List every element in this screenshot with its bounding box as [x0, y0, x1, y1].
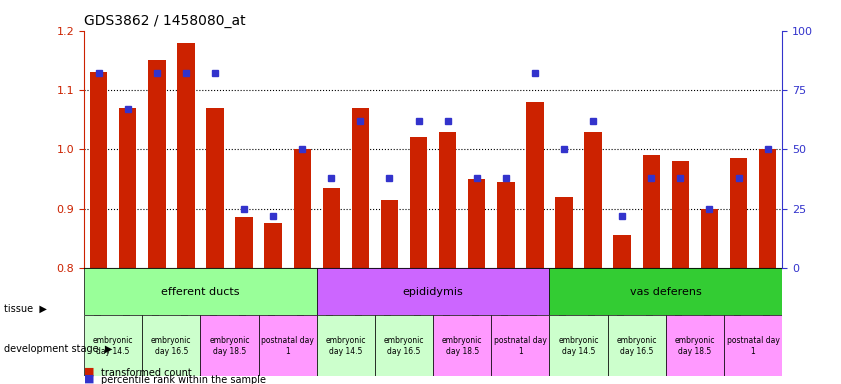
Bar: [701, 209, 718, 268]
Bar: [643, 155, 660, 268]
Text: embryonic
day 18.5: embryonic day 18.5: [442, 336, 483, 356]
Bar: [148, 60, 166, 268]
Text: transformed count: transformed count: [101, 367, 192, 377]
FancyBboxPatch shape: [375, 315, 433, 376]
Bar: [759, 149, 776, 268]
FancyBboxPatch shape: [200, 315, 259, 376]
FancyBboxPatch shape: [259, 315, 317, 376]
Bar: [90, 72, 108, 268]
FancyBboxPatch shape: [491, 315, 549, 376]
Bar: [439, 131, 457, 268]
Bar: [468, 179, 485, 268]
Bar: [555, 197, 573, 268]
Bar: [410, 137, 427, 268]
Bar: [119, 108, 136, 268]
FancyBboxPatch shape: [724, 315, 782, 376]
Text: GDS3862 / 1458080_at: GDS3862 / 1458080_at: [84, 14, 246, 28]
Bar: [235, 217, 253, 268]
Bar: [264, 223, 282, 268]
FancyBboxPatch shape: [84, 315, 142, 376]
FancyBboxPatch shape: [666, 315, 724, 376]
Text: embryonic
day 14.5: embryonic day 14.5: [325, 336, 366, 356]
Text: embryonic
day 16.5: embryonic day 16.5: [616, 336, 657, 356]
Text: vas deferens: vas deferens: [630, 286, 701, 296]
Text: ■: ■: [84, 374, 94, 384]
FancyBboxPatch shape: [549, 268, 782, 315]
Bar: [613, 235, 631, 268]
Text: embryonic
day 14.5: embryonic day 14.5: [93, 336, 134, 356]
Bar: [206, 108, 224, 268]
FancyBboxPatch shape: [549, 315, 607, 376]
FancyBboxPatch shape: [84, 268, 317, 315]
FancyBboxPatch shape: [433, 315, 491, 376]
FancyBboxPatch shape: [317, 315, 375, 376]
Bar: [294, 149, 311, 268]
FancyBboxPatch shape: [142, 315, 200, 376]
Text: development stage  ▶: development stage ▶: [4, 344, 113, 354]
Text: postnatal day
1: postnatal day 1: [727, 336, 780, 356]
Text: embryonic
day 16.5: embryonic day 16.5: [151, 336, 192, 356]
FancyBboxPatch shape: [317, 268, 549, 315]
Text: epididymis: epididymis: [403, 286, 463, 296]
Text: percentile rank within the sample: percentile rank within the sample: [101, 375, 266, 384]
Text: embryonic
day 14.5: embryonic day 14.5: [558, 336, 599, 356]
Text: embryonic
day 16.5: embryonic day 16.5: [383, 336, 424, 356]
Text: postnatal day
1: postnatal day 1: [262, 336, 315, 356]
Text: embryonic
day 18.5: embryonic day 18.5: [674, 336, 715, 356]
Bar: [177, 43, 194, 268]
Text: embryonic
day 18.5: embryonic day 18.5: [209, 336, 250, 356]
Bar: [497, 182, 515, 268]
Bar: [584, 131, 602, 268]
Bar: [730, 158, 747, 268]
Text: tissue  ▶: tissue ▶: [4, 304, 47, 314]
Bar: [352, 108, 369, 268]
Text: efferent ducts: efferent ducts: [161, 286, 240, 296]
FancyBboxPatch shape: [607, 315, 666, 376]
Text: postnatal day
1: postnatal day 1: [494, 336, 547, 356]
Bar: [381, 200, 398, 268]
Bar: [672, 161, 689, 268]
Text: ■: ■: [84, 366, 94, 376]
Bar: [526, 102, 543, 268]
Bar: [323, 188, 340, 268]
